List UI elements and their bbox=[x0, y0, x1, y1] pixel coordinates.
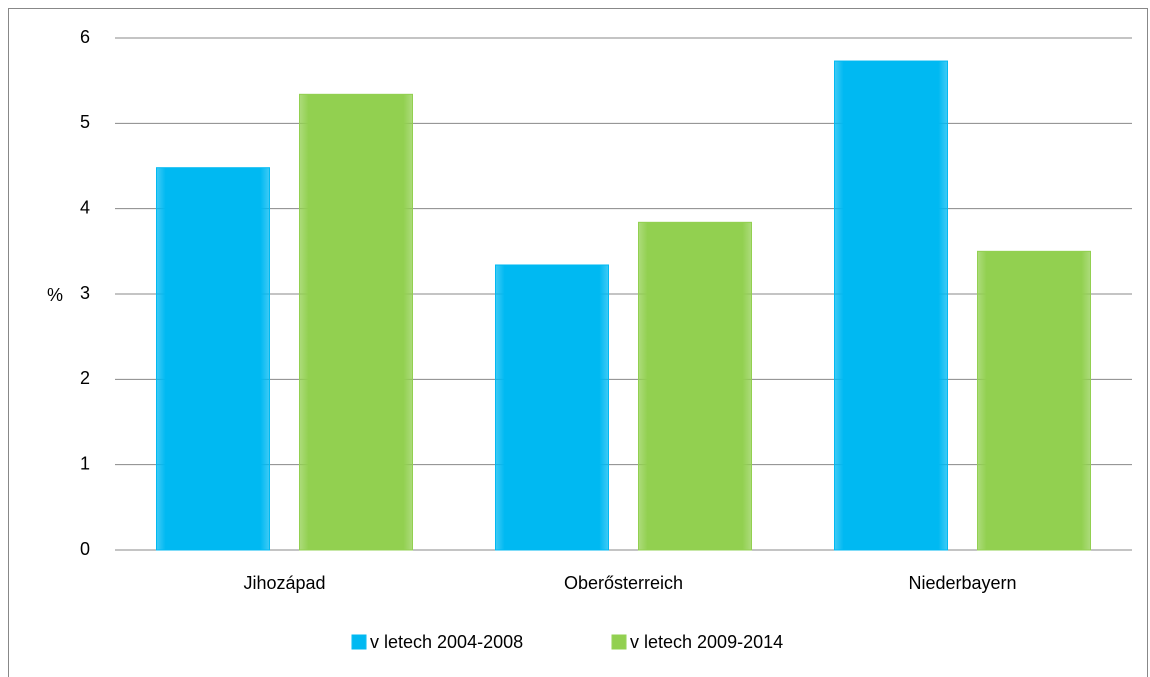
legend-label: v letech 2004-2008 bbox=[370, 632, 523, 652]
y-tick-label: 0 bbox=[80, 539, 90, 559]
bar bbox=[977, 250, 1091, 551]
legend-swatch bbox=[611, 634, 627, 650]
y-tick-label: 5 bbox=[80, 112, 90, 132]
bar bbox=[834, 60, 948, 551]
x-tick-label: Niederbayern bbox=[908, 573, 1016, 593]
chart-border bbox=[8, 8, 1148, 677]
y-tick-label: 2 bbox=[80, 368, 90, 388]
y-axis-label: % bbox=[47, 285, 63, 305]
x-tick-label: Oberősterreich bbox=[564, 573, 683, 593]
x-tick-label: Jihozápad bbox=[243, 573, 325, 593]
bar bbox=[638, 221, 752, 551]
y-tick-label: 3 bbox=[80, 283, 90, 303]
bar bbox=[495, 264, 609, 551]
bar bbox=[299, 93, 413, 551]
bar bbox=[156, 167, 270, 551]
y-tick-label: 6 bbox=[80, 27, 90, 47]
legend-swatch bbox=[351, 634, 367, 650]
legend-label: v letech 2009-2014 bbox=[630, 632, 783, 652]
y-tick-label: 4 bbox=[80, 197, 90, 217]
y-tick-label: 1 bbox=[80, 453, 90, 473]
